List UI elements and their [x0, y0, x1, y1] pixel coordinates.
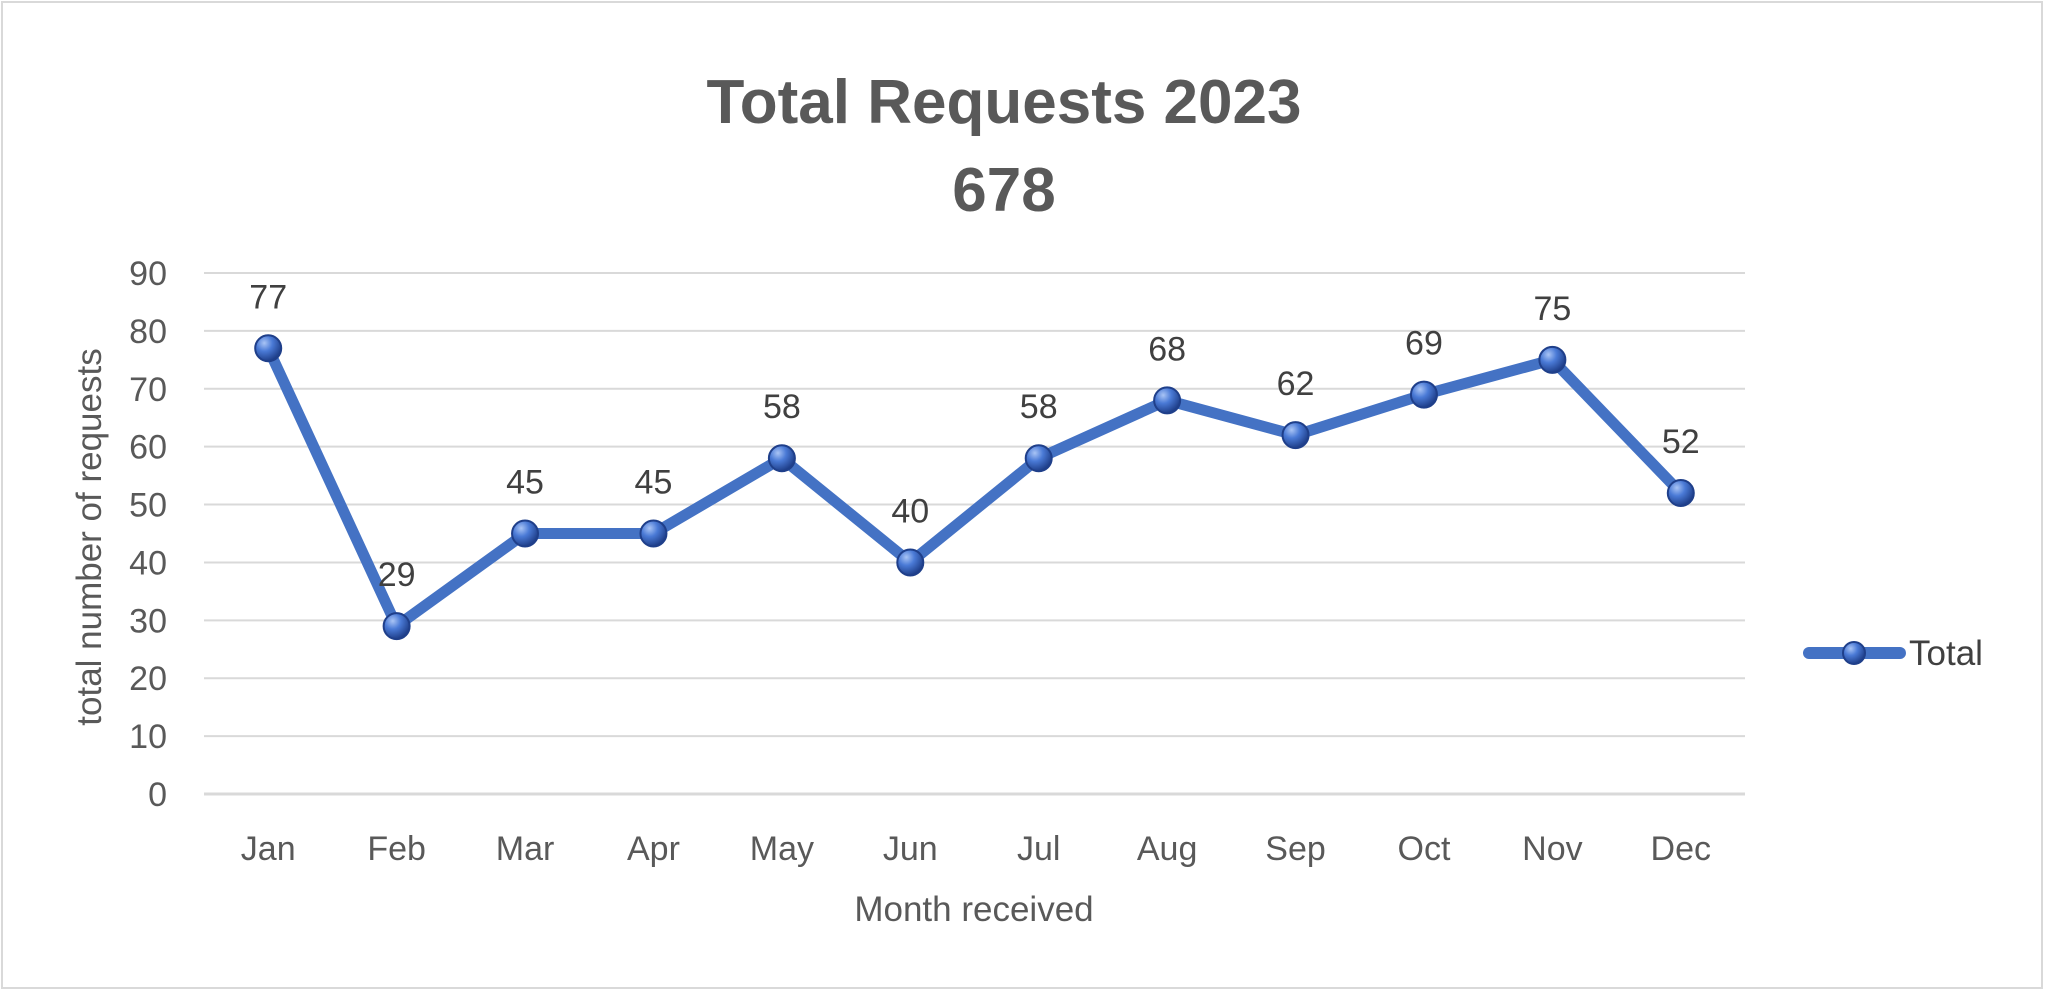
chart-title: Total Requests 2023 — [707, 68, 1302, 137]
data-point — [1538, 345, 1567, 374]
x-tick-label: Jan — [241, 830, 296, 868]
x-tick-label: Oct — [1398, 830, 1451, 868]
y-tick-label: 80 — [129, 313, 167, 351]
legend: Total — [1803, 634, 1983, 673]
x-tick-label: Mar — [496, 830, 555, 868]
data-label: 77 — [249, 278, 287, 316]
data-point — [1666, 478, 1695, 507]
gridlines — [204, 272, 1745, 796]
data-label: 62 — [1277, 365, 1315, 403]
y-tick-label: 40 — [129, 544, 167, 582]
y-tick-label: 30 — [129, 602, 167, 640]
x-tick-label: Jul — [1017, 830, 1060, 868]
data-point — [382, 612, 411, 641]
x-tick-label: Aug — [1137, 830, 1198, 868]
data-point — [1153, 386, 1182, 415]
data-point — [1409, 380, 1438, 409]
series-line — [262, 342, 1687, 632]
y-tick-label: 10 — [129, 718, 167, 756]
x-tick-label: May — [750, 830, 814, 868]
y-tick-label: 0 — [148, 776, 167, 814]
series-total — [254, 334, 1695, 641]
data-label: 40 — [891, 492, 929, 530]
x-tick-label: Nov — [1522, 830, 1582, 868]
data-label: 45 — [635, 464, 673, 502]
x-tick-label: Feb — [367, 830, 426, 868]
data-point — [767, 444, 796, 473]
y-axis-ticks: 0 10 20 30 40 50 60 70 80 90 — [129, 255, 167, 814]
y-tick-label: 20 — [129, 660, 167, 698]
data-point — [511, 519, 540, 548]
x-axis-title: Month received — [854, 890, 1093, 929]
data-label: 69 — [1405, 325, 1443, 363]
x-tick-label: Apr — [627, 830, 680, 868]
x-tick-label: Sep — [1265, 830, 1326, 868]
x-axis-ticks: Jan Feb Mar Apr May Jun Jul Aug Sep Oct Nov Dec — [241, 830, 1711, 868]
data-label: 58 — [1020, 388, 1058, 426]
data-point — [1281, 421, 1310, 450]
data-label: 68 — [1148, 330, 1186, 368]
data-point — [1024, 444, 1053, 473]
y-tick-label: 50 — [129, 487, 167, 525]
x-tick-label: Jun — [883, 830, 938, 868]
chart-subtitle: 678 — [952, 156, 1055, 225]
data-point — [896, 548, 925, 577]
y-axis-title: total number of requests — [70, 348, 109, 725]
x-tick-label: Dec — [1651, 830, 1711, 868]
data-point — [639, 519, 668, 548]
data-label: 75 — [1533, 290, 1571, 328]
y-tick-label: 60 — [129, 429, 167, 467]
data-labels: 77 29 45 45 58 40 58 68 62 69 75 52 — [249, 278, 1699, 594]
line-chart: Total Requests 2023 678 0 10 20 30 40 50 60 70 8… — [70, 68, 1983, 929]
y-tick-label: 70 — [129, 371, 167, 409]
data-label: 45 — [506, 464, 544, 502]
data-label: 52 — [1662, 423, 1700, 461]
data-point — [254, 334, 283, 363]
legend-marker-swatch — [1842, 641, 1866, 665]
data-label: 58 — [763, 388, 801, 426]
data-label: 29 — [378, 556, 416, 594]
legend-label-total: Total — [1909, 634, 1983, 673]
y-tick-label: 90 — [129, 255, 167, 293]
